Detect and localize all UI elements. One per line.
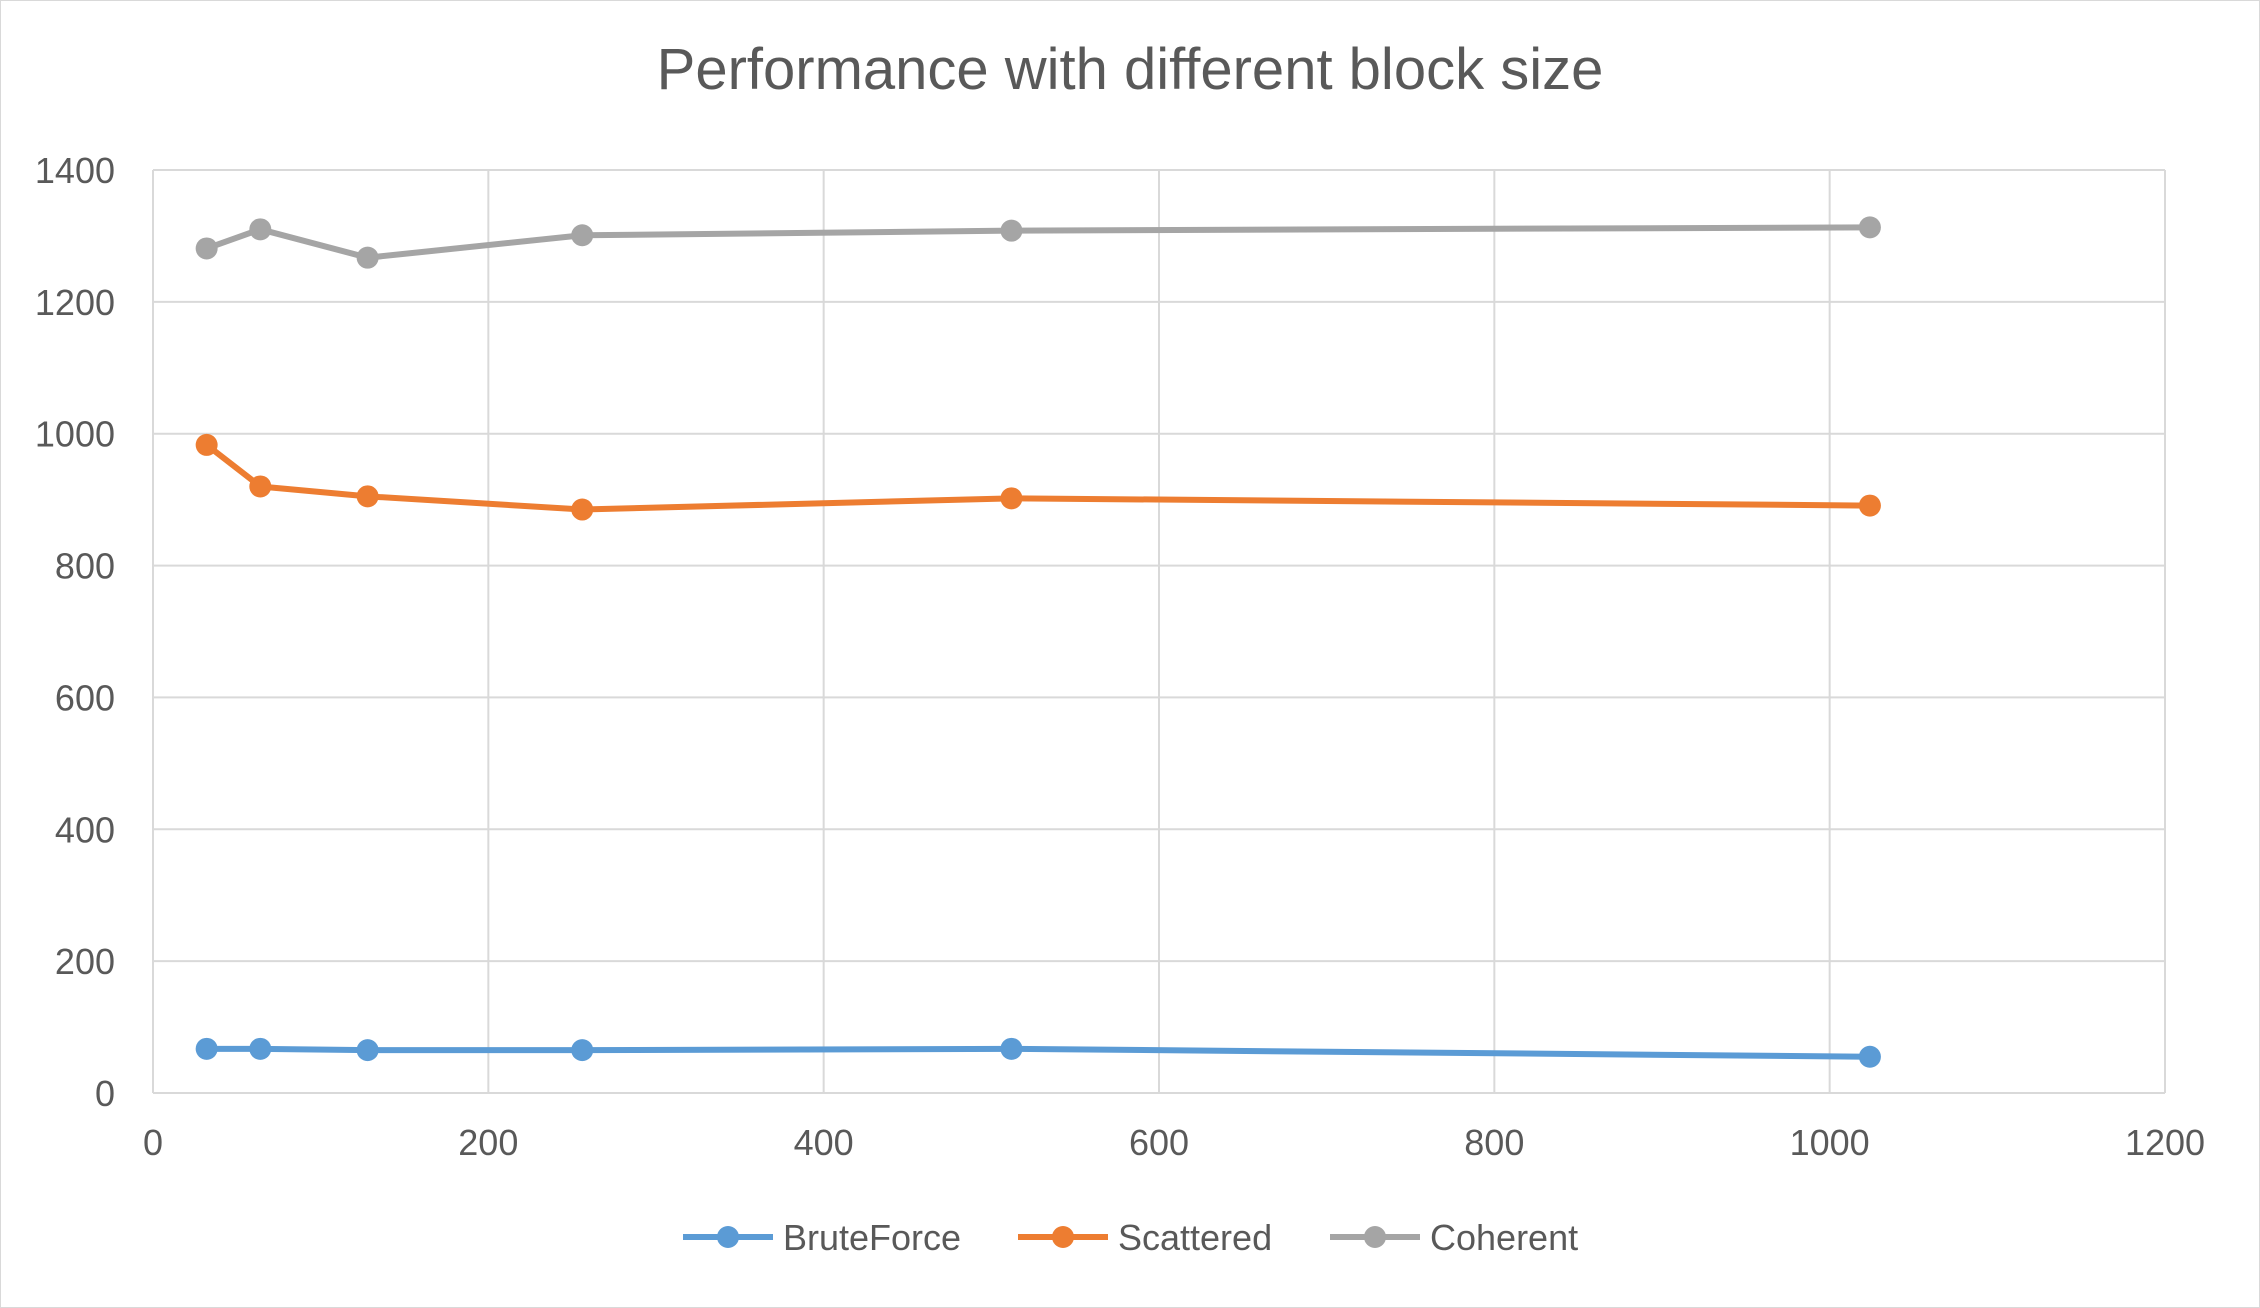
data-point [195, 433, 218, 456]
data-point [1858, 216, 1881, 239]
x-tick-label: 400 [794, 1122, 854, 1163]
data-point [195, 1037, 218, 1060]
series-scattered [195, 433, 1881, 521]
x-tick-labels: 0 200 400 600 800 1000 1200 [143, 1122, 2205, 1163]
series-coherent [195, 216, 1881, 269]
legend-label: BruteForce [783, 1217, 961, 1258]
x-tick-label: 200 [458, 1122, 518, 1163]
data-point [249, 218, 272, 241]
data-point [249, 1037, 272, 1060]
legend-marker [1364, 1226, 1386, 1248]
series-bruteforce [195, 1037, 1881, 1068]
data-point [195, 237, 218, 260]
y-tick-label: 1200 [35, 282, 115, 323]
legend-item: Coherent [1330, 1217, 1578, 1258]
y-tick-label: 1000 [35, 414, 115, 455]
legend: BruteForce Scattered Coherent [683, 1217, 1578, 1258]
series-lines [195, 216, 1881, 1068]
legend-item: Scattered [1018, 1217, 1272, 1258]
data-point [356, 1039, 379, 1062]
data-point [356, 246, 379, 269]
data-point [1858, 494, 1881, 517]
x-tick-label: 600 [1129, 1122, 1189, 1163]
data-point [1000, 487, 1023, 510]
y-tick-labels: 0 200 400 600 800 1000 1200 1400 [35, 150, 115, 1114]
legend-item: BruteForce [683, 1217, 961, 1258]
legend-label: Scattered [1118, 1217, 1272, 1258]
data-point [571, 498, 594, 521]
data-point [1000, 219, 1023, 242]
grid-lines [152, 169, 2166, 1094]
series-line [206, 1045, 1870, 1060]
legend-label: Coherent [1430, 1217, 1578, 1258]
data-point [571, 1039, 594, 1062]
x-tick-label: 1000 [1790, 1122, 1870, 1163]
x-tick-label: 1200 [2125, 1122, 2205, 1163]
y-tick-label: 0 [95, 1073, 115, 1114]
y-tick-label: 800 [55, 546, 115, 587]
y-tick-label: 600 [55, 677, 115, 718]
legend-marker [1052, 1226, 1074, 1248]
series-line [205, 224, 1870, 261]
y-tick-label: 1400 [35, 150, 115, 191]
legend-marker [717, 1226, 739, 1248]
data-point [571, 224, 594, 247]
chart-title: Performance with different block size [656, 37, 1604, 102]
y-tick-label: 400 [55, 809, 115, 850]
x-tick-label: 0 [143, 1122, 163, 1163]
data-point [1000, 1037, 1023, 1060]
data-point [249, 475, 272, 498]
y-tick-label: 200 [55, 941, 115, 982]
series-line [204, 442, 1870, 513]
data-point [1858, 1045, 1881, 1068]
data-point [356, 485, 379, 508]
x-tick-label: 800 [1464, 1122, 1524, 1163]
